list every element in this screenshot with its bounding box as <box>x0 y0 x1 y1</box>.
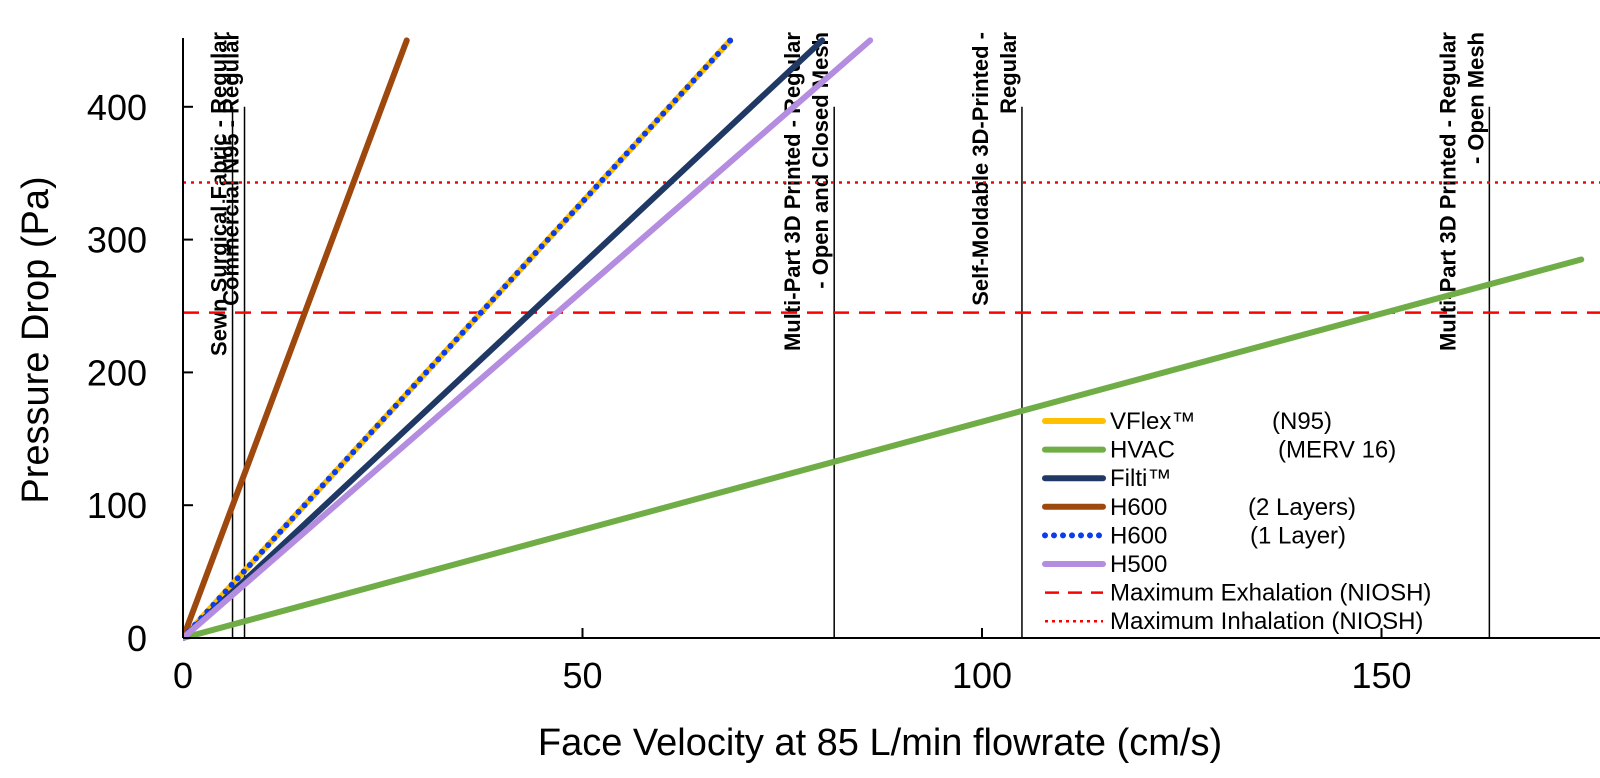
vertical-marker-label: Self-Moldable 3D-Printed - <box>968 32 993 306</box>
legend-note: (2 Layers) <box>1248 494 1356 521</box>
legend-label: VFlex™ <box>1110 408 1195 435</box>
legend-label: HVAC <box>1110 437 1175 464</box>
y-tick-label: 200 <box>87 352 147 393</box>
x-tick-label: 0 <box>173 655 193 696</box>
vertical-marker-label: Multi-Part 3D Printed - Regular <box>780 32 805 351</box>
series-line <box>183 37 410 641</box>
x-tick-label: 100 <box>952 655 1012 696</box>
y-tick-label: 400 <box>87 87 147 128</box>
legend-note: (N95) <box>1272 408 1332 435</box>
series-lines <box>183 37 1585 641</box>
legend-label: H600 <box>1110 494 1167 521</box>
x-tick-label: 150 <box>1351 655 1411 696</box>
legend-label: H500 <box>1110 551 1167 578</box>
legend-note: (1 Layer) <box>1250 522 1346 549</box>
vertical-marker-label: - Open Mesh <box>1463 32 1488 164</box>
y-tick-label: 100 <box>87 485 147 526</box>
legend-label: Filti™ <box>1110 465 1171 492</box>
x-axis-title: Face Velocity at 85 L/min flowrate (cm/s… <box>538 722 1222 764</box>
vertical-marker-label: Commercial N95 - Regular <box>219 32 244 306</box>
vertical-marker-label: Regular <box>996 32 1021 114</box>
vertical-markers: Sewn Surgical Fabric - RegularCommercial… <box>207 32 1491 638</box>
vertical-marker-label: - Open and Closed Mesh <box>808 32 833 289</box>
y-tick-label: 0 <box>127 618 147 659</box>
x-tick-label: 50 <box>562 655 602 696</box>
y-axis-title: Pressure Drop (Pa) <box>15 176 57 503</box>
vertical-marker-label: Sewn Surgical Fabric - Regular <box>207 32 232 356</box>
legend-label: H600 <box>1110 522 1167 549</box>
reference-lines <box>183 181 1600 314</box>
legend-label: Maximum Inhalation (NIOSH) <box>1110 608 1423 635</box>
series-line <box>183 37 734 641</box>
vertical-marker-label: Multi-Part 3D Printed - Regular <box>1435 32 1460 351</box>
series-line <box>183 37 826 641</box>
series-line <box>183 256 1585 641</box>
legend-note: (MERV 16) <box>1278 437 1396 464</box>
series-line <box>183 37 874 641</box>
y-tick-label: 300 <box>87 220 147 261</box>
axes: 0 50 100 150 0 100 200 300 400 <box>87 38 1600 696</box>
legend-label: Maximum Exhalation (NIOSH) <box>1110 580 1431 607</box>
